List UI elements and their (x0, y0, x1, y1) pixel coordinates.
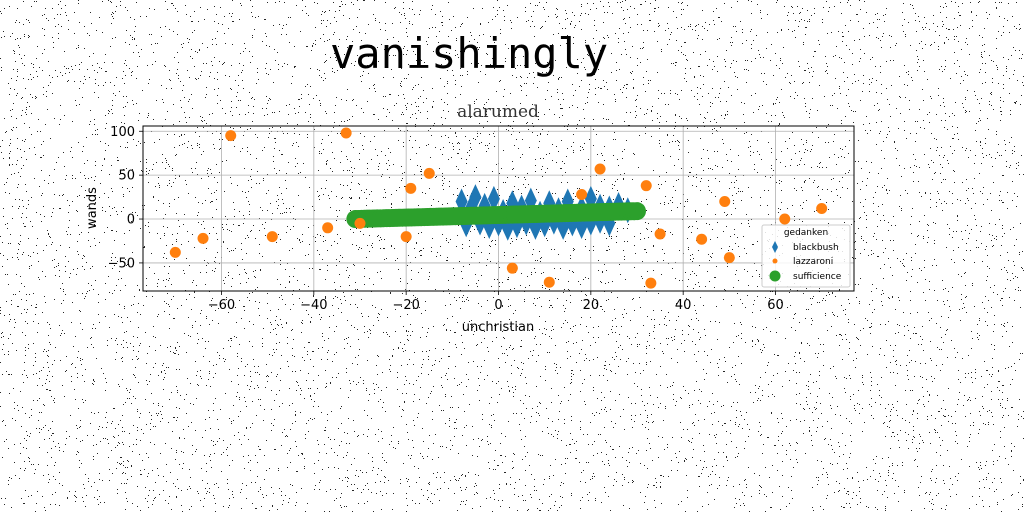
lazzaroni-point (640, 180, 652, 192)
y-axis-label: wands (85, 187, 100, 229)
y-tick-label: 0 (127, 213, 135, 228)
lazzaroni-point (543, 276, 555, 288)
lazzaroni-point (405, 182, 417, 194)
lazzaroni-point (354, 217, 366, 229)
y-tick-label: 100 (110, 125, 135, 140)
y-tick-label: 50 (118, 169, 135, 184)
sufficience-point (628, 202, 647, 221)
legend-title: gedanken (784, 228, 828, 238)
legend-label-blackbush: blackbush (793, 243, 839, 253)
lazzaroni-point (423, 167, 435, 179)
legend-label-lazzaroni: lazzaroni (793, 257, 833, 267)
lazzaroni-point (400, 231, 412, 243)
lazzaroni-point (197, 232, 209, 244)
x-axis-label: unchristian (462, 320, 535, 335)
lazzaroni-point (654, 228, 666, 240)
lazzaroni-point (169, 246, 181, 258)
lazzaroni-point (594, 163, 606, 175)
legend-marker-sufficience (769, 270, 781, 282)
legend: gedanken blackbush lazzaroni sufficience (761, 224, 851, 288)
legend-box (761, 224, 851, 288)
lazzaroni-point (723, 252, 735, 264)
x-tick-label: 0 (494, 298, 502, 313)
lazzaroni-point (340, 127, 352, 139)
lazzaroni-point (696, 233, 708, 245)
x-tick-label: −20 (392, 298, 419, 313)
x-tick-label: 60 (767, 298, 784, 313)
plot-layer (169, 127, 828, 289)
blackbush-point (469, 184, 482, 211)
lazzaroni-point (266, 231, 278, 243)
lazzaroni-point (506, 262, 518, 274)
lazzaroni-point (322, 222, 334, 234)
x-tick-label: 40 (675, 298, 692, 313)
blackbush-point (487, 185, 500, 212)
page-title: vanishingly (330, 29, 609, 78)
x-tick-label: −60 (208, 298, 235, 313)
y-tick-label: −50 (108, 256, 135, 271)
legend-marker-blackbush (772, 241, 778, 253)
legend-marker-lazzaroni (772, 258, 778, 264)
lazzaroni-point (719, 195, 731, 207)
lazzaroni-point (816, 203, 828, 214)
chart-title: alarumed (457, 102, 539, 122)
x-tick-label: −40 (300, 298, 327, 313)
axis-ticks: −60 −40 −20 0 20 40 60 −50 0 50 100 (108, 125, 784, 313)
lazzaroni-point (225, 130, 237, 142)
lazzaroni-point (645, 277, 657, 289)
lazzaroni-point (576, 188, 588, 200)
x-tick-label: 20 (583, 298, 600, 313)
lazzaroni-point (779, 213, 791, 225)
legend-label-sufficience: sufficience (793, 272, 842, 282)
